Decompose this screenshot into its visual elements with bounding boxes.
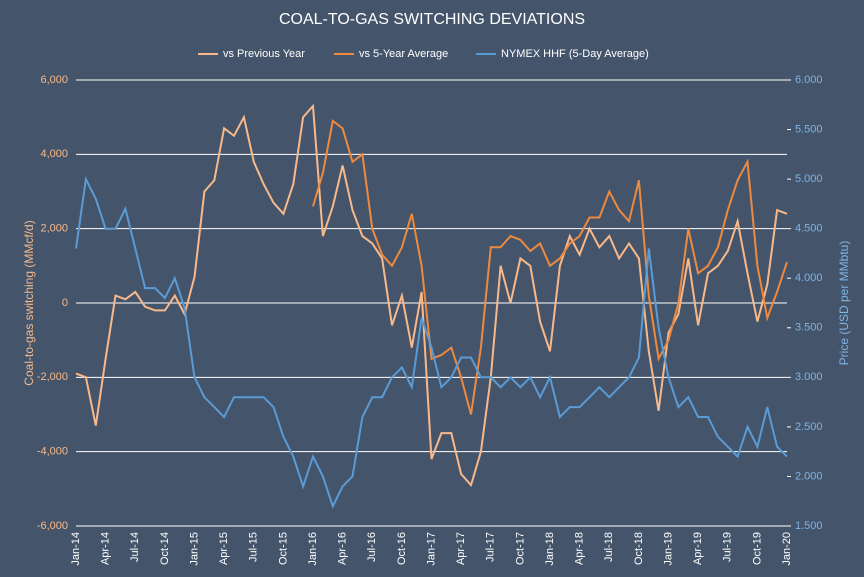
y-tick-label: -4,000	[37, 446, 68, 458]
x-tick-label: Jan-18	[544, 532, 556, 566]
y-tick-label: 4,000	[40, 148, 68, 160]
legend-label: NYMEX HHF (5-Day Average)	[501, 48, 649, 60]
x-tick-label: Oct-18	[633, 532, 645, 565]
y-tick-label: -6,000	[37, 520, 68, 532]
x-tick-label: Jan-16	[307, 532, 319, 566]
y2-tick-label: 2.500	[795, 421, 823, 433]
x-tick-label: Apr-19	[692, 532, 704, 565]
y-tick-label: 6,000	[40, 74, 68, 86]
y2-tick-label: 3.000	[795, 371, 823, 383]
x-tick-label: Apr-16	[337, 532, 349, 565]
y-tick-label: 2,000	[40, 223, 68, 235]
x-tick-label: Jul-15	[248, 532, 260, 562]
x-tick-label: Jan-14	[70, 532, 82, 566]
x-tick-label: Jan-17	[425, 532, 437, 566]
y2-tick-label: 4.000	[795, 272, 823, 284]
y2-tick-label: 4.500	[795, 223, 823, 235]
y-tick-label: -2,000	[37, 371, 68, 383]
y-tick-label: 0	[62, 297, 68, 309]
x-tick-label: Oct-16	[396, 532, 408, 565]
x-tick-label: Oct-17	[514, 532, 526, 565]
x-tick-label: Jul-19	[722, 532, 734, 562]
y2-tick-label: 5.000	[795, 173, 823, 185]
chart-title: COAL-TO-GAS SWITCHING DEVIATIONS	[279, 11, 585, 28]
y2-tick-label: 1.500	[795, 520, 823, 532]
x-tick-label: Jul-18	[603, 532, 615, 562]
series-line	[75, 175, 788, 509]
x-tick-label: Oct-14	[159, 532, 171, 565]
series-line	[75, 103, 788, 488]
y2-tick-label: 2.000	[795, 470, 823, 482]
x-tick-label: Apr-15	[218, 532, 230, 565]
legend-label: vs 5-Year Average	[359, 48, 448, 60]
y2-tick-label: 5.500	[795, 123, 823, 135]
x-tick-label: Jan-20	[781, 532, 793, 566]
x-tick-label: Apr-17	[455, 532, 467, 565]
x-tick-label: Oct-15	[277, 532, 289, 565]
x-tick-label: Jul-17	[485, 532, 497, 562]
y2-axis-title: Price (USD per MMbtu)	[837, 241, 851, 366]
x-tick-label: Apr-14	[100, 532, 112, 565]
series-line	[312, 119, 788, 415]
y2-tick-label: 3.500	[795, 322, 823, 334]
legend-label: vs Previous Year	[223, 48, 305, 60]
x-tick-label: Oct-19	[751, 532, 763, 565]
y-axis-title: Coal-to-gas switching (MMcf/d)	[22, 220, 36, 385]
x-tick-label: Jul-14	[129, 532, 141, 562]
x-tick-label: Jan-19	[662, 532, 674, 566]
x-tick-label: Jul-16	[366, 532, 378, 562]
x-tick-label: Apr-18	[574, 532, 586, 565]
y2-tick-label: 6.000	[795, 74, 823, 86]
x-tick-label: Jan-15	[188, 532, 200, 566]
